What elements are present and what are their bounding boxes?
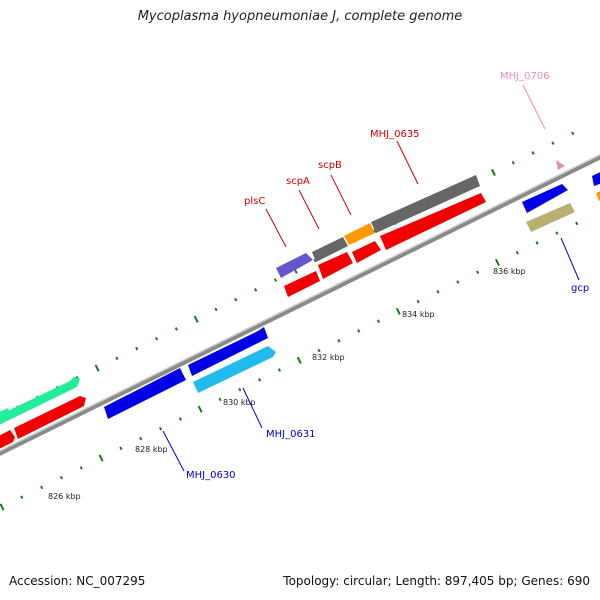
inner-gene-row [0, 193, 575, 451]
tick-label-826: 826 kbp [48, 492, 81, 501]
tick-mark [214, 307, 218, 312]
callout-gcp [560, 237, 580, 281]
tick-mark [174, 327, 178, 331]
gene-blue-830[interactable] [188, 327, 268, 376]
genome-backbone [0, 154, 600, 456]
gene-cyan-MHJ_0631[interactable] [193, 346, 276, 393]
tick-label-830: 830 kbp [223, 398, 256, 407]
tick-mark [277, 368, 282, 372]
tick-mark [234, 297, 238, 302]
tick-mark [193, 315, 199, 323]
gene-red-long[interactable] [14, 396, 86, 439]
tick-mark [376, 319, 381, 323]
tick-mark [98, 454, 104, 462]
tick-mark [317, 348, 321, 353]
callout-MHJ_0635 [396, 140, 419, 185]
tick-label-834: 834 kbp [402, 310, 435, 319]
tick-mark [139, 436, 143, 441]
gene-blue-836[interactable] [522, 184, 568, 213]
callout-MHJ_0706 [522, 84, 546, 130]
gene-blue-MHJ_0630[interactable] [104, 368, 186, 419]
tick-mark [571, 131, 575, 136]
gene-label-MHJ_0635[interactable]: MHJ_0635 [370, 129, 420, 140]
tick-mark [436, 290, 440, 294]
accession-text: Accession: NC_007295 [9, 574, 146, 588]
tick-mark [313, 258, 317, 263]
gene-label-plsC[interactable]: plsC [244, 196, 265, 207]
tick-mark [119, 446, 123, 451]
tick-mark [254, 288, 258, 292]
gene-red-left[interactable] [0, 430, 15, 451]
gene-gray-MHJ_0635[interactable] [371, 175, 480, 233]
gene-green-outer[interactable] [0, 377, 80, 427]
tick-mark [395, 307, 401, 315]
tick-mark [135, 346, 139, 351]
genome-summary-text: Topology: circular; Length: 897,405 bp; … [283, 574, 590, 588]
gene-gray-scpA[interactable] [312, 237, 348, 262]
gene-green-left[interactable] [0, 408, 11, 425]
genome-backbone-highlight [0, 154, 600, 452]
map-title: Mycoplasma hyopneumoniae J, complete gen… [137, 9, 463, 24]
tick-mark [456, 280, 460, 284]
tick-mark [416, 299, 420, 304]
callout-MHJ_0630 [162, 430, 185, 472]
gene-red-d[interactable] [380, 193, 486, 250]
gene-orange-scpB[interactable] [344, 223, 375, 245]
tick-mark [0, 503, 5, 511]
callout-plsC [265, 208, 287, 248]
tick-mark [59, 475, 64, 480]
tick-mark [372, 229, 377, 233]
tick-mark [296, 356, 302, 364]
gene-label-MHJ_0706[interactable]: MHJ_0706 [500, 71, 550, 82]
gene-olive-gcp[interactable] [526, 203, 575, 232]
tick-mark [79, 466, 83, 470]
tick-mark [94, 364, 100, 372]
gene-purple-plsC[interactable] [276, 253, 313, 278]
tick-mark [555, 231, 559, 235]
tick-mark [494, 258, 500, 267]
tick-label-836: 836 kbp [493, 267, 526, 276]
tick-mark [535, 241, 539, 245]
callout-scpB [330, 174, 352, 216]
tick-mark [158, 426, 163, 431]
outer-gene-row [0, 170, 600, 427]
tick-mark [476, 270, 480, 275]
tick-mark [218, 397, 222, 402]
gene-blue-edge[interactable] [592, 170, 600, 186]
gene-orange-edge[interactable] [596, 189, 600, 201]
callout-lines [162, 84, 580, 472]
tick-mark [531, 151, 535, 155]
gene-red-b[interactable] [318, 252, 353, 279]
tick-label-832: 832 kbp [312, 353, 345, 362]
callout-scpA [298, 189, 320, 230]
gene-label-gcp[interactable]: gcp [571, 283, 589, 294]
gene-red-c[interactable] [352, 241, 381, 263]
callout-MHJ_0631 [242, 387, 263, 429]
tick-label-828: 828 kbp [135, 445, 168, 454]
gene-label-scpB[interactable]: scpB [318, 160, 342, 171]
tick-mark [20, 495, 24, 500]
marker-MHJ_0706 [556, 160, 565, 170]
tick-mark [178, 417, 182, 421]
tick-mark [490, 168, 496, 177]
inner-tick-row [0, 221, 579, 511]
tick-mark [40, 485, 44, 490]
tick-mark [551, 141, 555, 145]
tick-mark [238, 387, 242, 392]
tick-mark [511, 160, 515, 165]
tick-mark [575, 221, 579, 226]
gene-label-MHJ_0630[interactable]: MHJ_0630 [186, 470, 236, 481]
tick-mark [197, 405, 203, 413]
tick-mark [357, 329, 361, 333]
tick-mark [154, 336, 159, 341]
tick-mark [115, 356, 119, 361]
tick-mark [515, 250, 519, 255]
tick-mark [258, 378, 262, 382]
tick-mark [337, 338, 341, 343]
gene-label-scpA[interactable]: scpA [286, 176, 310, 187]
gene-label-MHJ_0631[interactable]: MHJ_0631 [266, 429, 316, 440]
gene-red-a[interactable] [284, 271, 320, 297]
tick-mark [273, 278, 278, 282]
